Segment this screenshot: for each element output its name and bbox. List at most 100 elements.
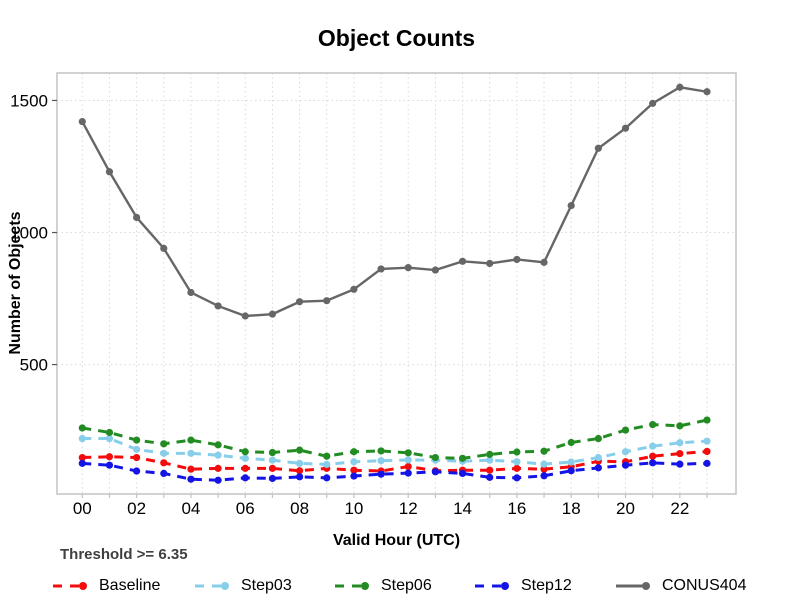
data-point <box>513 474 521 482</box>
data-point <box>214 451 222 459</box>
data-point <box>350 285 358 293</box>
data-point <box>160 469 168 477</box>
data-point <box>431 453 439 462</box>
legend-item-step12: Step12 <box>475 574 572 598</box>
data-point <box>676 439 684 447</box>
data-point <box>649 420 657 429</box>
legend-marker-conus404-icon <box>616 582 650 590</box>
data-point <box>295 446 304 454</box>
data-point <box>513 458 521 466</box>
y-tick-label: 1000 <box>10 224 48 243</box>
series-step06 <box>78 416 711 462</box>
data-point <box>214 476 222 484</box>
data-point <box>241 474 249 482</box>
data-point <box>540 472 548 480</box>
data-point <box>241 454 249 462</box>
data-point <box>295 298 304 306</box>
data-point <box>350 466 358 474</box>
data-point <box>78 424 86 432</box>
data-point <box>567 201 575 210</box>
data-point <box>513 255 521 264</box>
data-point <box>404 469 412 477</box>
x-tick-label: 06 <box>236 499 255 518</box>
data-point <box>458 469 467 477</box>
data-point <box>268 456 277 464</box>
x-tick-label: 10 <box>344 499 363 518</box>
data-point <box>105 461 114 469</box>
x-tick-label: 18 <box>562 499 581 518</box>
data-point <box>268 464 277 472</box>
data-point <box>323 297 331 305</box>
data-point <box>621 461 630 469</box>
data-point <box>486 259 494 268</box>
data-point <box>268 310 277 318</box>
legend-label: Baseline <box>99 577 161 594</box>
legend-marker-step03-icon <box>195 582 229 590</box>
data-point <box>703 416 711 424</box>
data-point <box>295 467 304 475</box>
data-point <box>621 124 630 132</box>
data-point <box>268 448 277 457</box>
data-point <box>160 459 168 467</box>
x-tick-label: 20 <box>616 499 635 518</box>
data-point <box>431 266 439 274</box>
legend: Baseline Step03 Step06 Step12 CONUS404 <box>0 574 792 598</box>
data-point <box>78 117 86 126</box>
data-point <box>105 428 114 437</box>
plot-frame <box>56 72 737 495</box>
data-point <box>241 464 249 472</box>
data-point <box>458 257 467 265</box>
data-point <box>486 450 494 458</box>
data-point <box>540 465 548 473</box>
data-point <box>458 454 467 462</box>
y-tick-label: 500 <box>20 356 48 375</box>
data-point <box>105 434 114 443</box>
data-point <box>78 459 86 467</box>
legend-item-step06: Step06 <box>335 574 432 598</box>
data-point <box>160 244 168 252</box>
data-point <box>676 449 684 458</box>
x-tick-label: 00 <box>73 499 92 518</box>
data-point <box>241 312 249 320</box>
legend-item-step03: Step03 <box>195 574 292 598</box>
data-point <box>377 457 385 465</box>
legend-label: Step12 <box>521 577 572 594</box>
data-point <box>160 449 168 457</box>
x-tick-label: 02 <box>127 499 146 518</box>
y-tick-label: 1500 <box>10 91 48 110</box>
data-point <box>594 434 602 443</box>
series-line <box>81 86 708 318</box>
data-point <box>404 462 412 471</box>
x-tick-label: 14 <box>453 499 472 518</box>
data-point <box>594 144 602 152</box>
legend-label: Step03 <box>241 577 292 594</box>
data-point <box>105 168 114 176</box>
data-point <box>594 453 602 462</box>
data-point <box>676 460 684 468</box>
x-tick-label: 04 <box>181 499 200 518</box>
data-point <box>649 99 657 107</box>
data-point <box>540 447 548 455</box>
legend-marker-baseline-icon <box>53 582 87 590</box>
series-step12 <box>78 459 711 484</box>
data-point <box>377 265 385 273</box>
x-axis-label: Valid Hour (UTC) <box>332 532 461 549</box>
data-point <box>703 88 711 96</box>
data-point <box>187 436 195 444</box>
data-point <box>241 448 249 456</box>
x-tick-label: 08 <box>290 499 309 518</box>
data-point <box>268 474 277 483</box>
data-point <box>133 453 141 462</box>
data-point <box>295 473 304 481</box>
x-tick-label: 22 <box>670 499 689 518</box>
data-point <box>703 459 711 467</box>
data-point <box>187 449 195 457</box>
y-axis-label: Number of Objects <box>7 211 24 355</box>
legend-marker-step06-icon <box>335 582 369 590</box>
data-point <box>377 447 385 455</box>
data-point <box>78 453 86 462</box>
data-point <box>187 288 195 297</box>
data-point <box>486 456 494 464</box>
